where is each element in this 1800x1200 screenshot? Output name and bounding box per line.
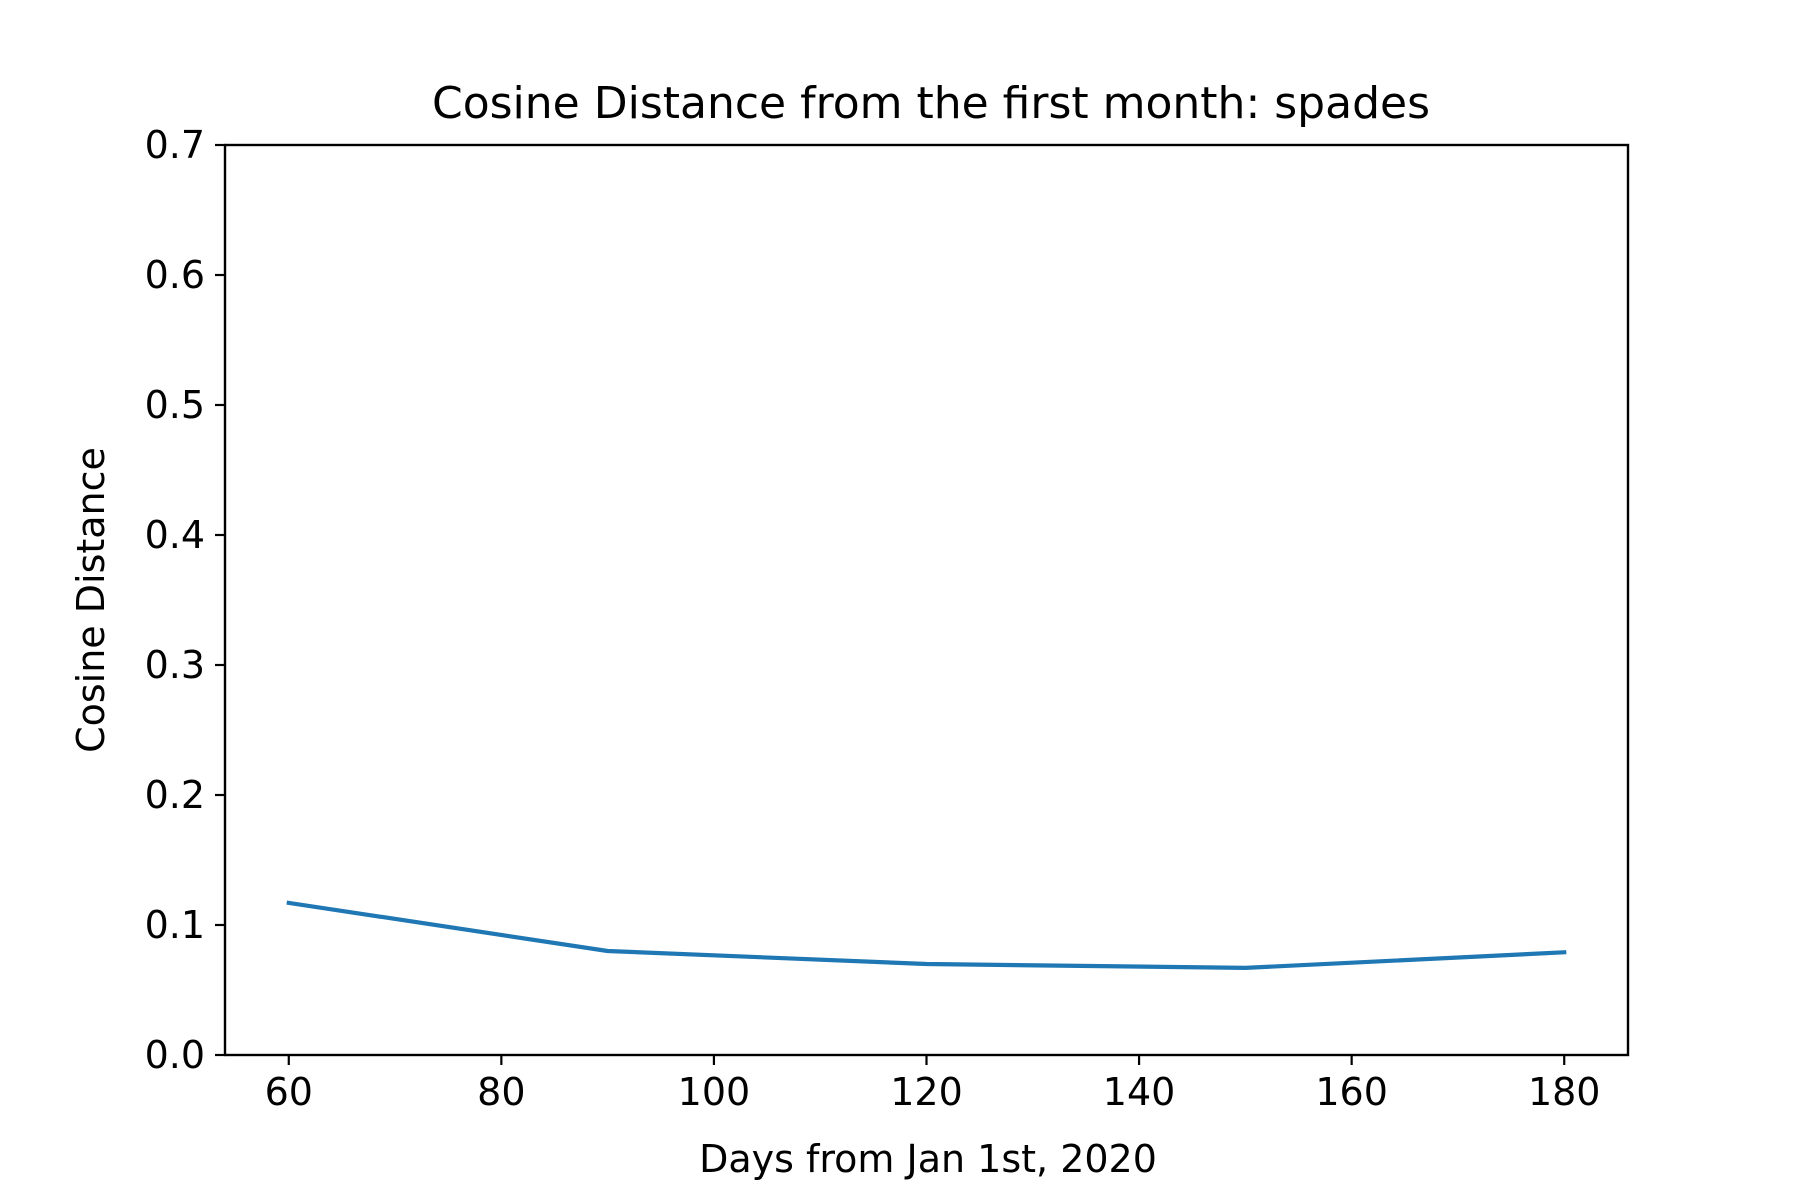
y-tick-label: 0.7 (145, 123, 205, 167)
y-tick-label: 0.0 (145, 1033, 205, 1077)
y-axis: 0.0 0.1 0.2 0.3 0.4 0.5 0.6 0.7 (145, 123, 225, 1077)
x-tick-label: 100 (678, 1070, 751, 1114)
x-tick-label: 180 (1528, 1070, 1601, 1114)
y-tick-label: 0.4 (145, 513, 205, 557)
y-tick-label: 0.1 (145, 903, 205, 947)
series-layer (286, 900, 1567, 971)
y-axis-label: Cosine Distance (69, 447, 113, 753)
plot-area: 60 80 100 120 140 160 180 0.00.10.20.30.40.50.… (145, 123, 1630, 1114)
x-axis-label: Days from Jan 1st, 2020 (699, 1137, 1157, 1181)
y-tick-label: 0.5 (145, 383, 205, 427)
x-tick-label: 120 (890, 1070, 963, 1114)
y-tick-label: 0.2 (145, 773, 205, 817)
y-tick-label: 0.6 (145, 253, 205, 297)
y-tick-label: 0.3 (145, 643, 205, 687)
x-tick-label: 140 (1103, 1070, 1176, 1114)
plot-frame (223, 143, 1630, 1057)
series-line (286, 900, 1567, 971)
chart-title: Cosine Distance from the first month: sp… (432, 78, 1430, 129)
x-axis: 60 80 100 120 140 160 180 (265, 1055, 1601, 1114)
x-tick-label: 60 (265, 1070, 313, 1114)
x-tick-label: 80 (477, 1070, 525, 1114)
x-tick-label: 160 (1315, 1070, 1388, 1114)
